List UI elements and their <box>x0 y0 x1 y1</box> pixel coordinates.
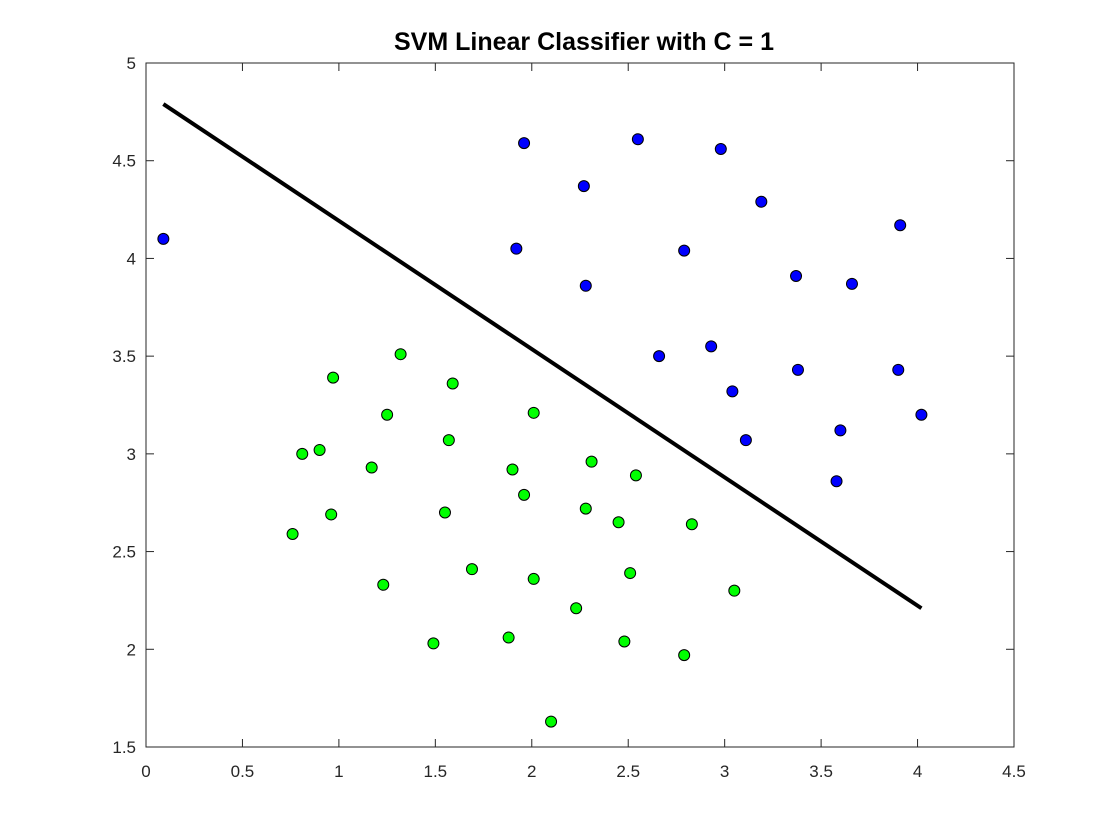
negative-class-point <box>518 488 531 501</box>
positive-class-point <box>845 277 858 290</box>
chart-title: SVM Linear Classifier with C = 1 <box>394 28 774 56</box>
x-tick-label: 0 <box>141 762 150 781</box>
x-tick-label: 4.5 <box>1002 762 1026 781</box>
positive-class-point <box>653 350 666 363</box>
negative-class-point <box>438 506 451 519</box>
negative-class-point <box>579 502 592 515</box>
y-tick-label: 4.5 <box>112 152 136 171</box>
ticks-layer: 0 0.5 1 1.5 2 2.5 3 3.5 4 4.5 1.5 2 2.5 3 3.5 4 4.5 5 <box>112 54 1025 781</box>
positive-class-point <box>157 232 170 245</box>
y-tick-label: 1.5 <box>112 738 136 757</box>
x-tick-label: 2.5 <box>616 762 640 781</box>
negative-class-point <box>506 463 519 476</box>
positive-class-point <box>915 408 928 421</box>
positive-class-point <box>510 242 523 255</box>
negative-class-point <box>446 377 459 390</box>
positive-class-point <box>894 219 907 232</box>
negative-class-point <box>585 455 598 468</box>
negative-class-point <box>394 348 407 361</box>
x-tick-label: 2 <box>527 762 536 781</box>
negative-class-point <box>365 461 378 474</box>
positive-class-point <box>678 244 691 257</box>
negative-class-point <box>618 635 631 648</box>
negative-class-point <box>377 578 390 591</box>
negative-class-point <box>327 371 340 384</box>
x-tick-label: 3.5 <box>809 762 833 781</box>
negative-class-point <box>313 443 326 456</box>
negative-class-point <box>678 649 691 662</box>
y-tick-label: 2 <box>127 640 136 659</box>
x-tick-label: 0.5 <box>231 762 255 781</box>
positive-class-point <box>830 475 843 488</box>
positive-class-point <box>579 279 592 292</box>
x-tick-label: 1.5 <box>424 762 448 781</box>
positive-class-point <box>755 195 768 208</box>
positive-class-point <box>834 424 847 437</box>
y-tick-label: 2.5 <box>112 543 136 562</box>
negative-class-point <box>570 602 583 615</box>
negative-class-point <box>545 715 558 728</box>
negative-class-point <box>612 516 625 529</box>
positive-class-point <box>791 363 804 376</box>
negative-class-point <box>629 469 642 482</box>
positive-class-point <box>631 133 644 146</box>
negative-class-point <box>381 408 394 421</box>
negative-class-point <box>685 518 698 531</box>
positive-class-point <box>726 385 739 398</box>
y-tick-label: 3.5 <box>112 347 136 366</box>
negative-class-point <box>624 567 637 580</box>
negative-class-point <box>527 406 540 419</box>
negative-class-point <box>465 563 478 576</box>
points-layer <box>157 133 928 728</box>
y-tick-label: 4 <box>127 249 136 268</box>
positive-class-point <box>577 180 590 193</box>
x-tick-label: 3 <box>720 762 729 781</box>
positive-class-point <box>714 142 727 155</box>
negative-class-point <box>527 572 540 585</box>
negative-class-point <box>296 447 309 460</box>
boundary-layer <box>162 102 923 610</box>
y-tick-label: 5 <box>127 54 136 73</box>
negative-class-point <box>325 508 338 521</box>
positive-class-point <box>739 434 752 447</box>
negative-class-point <box>442 434 455 447</box>
axes-box <box>145 62 1015 748</box>
negative-class-point <box>728 584 741 597</box>
negative-class-point <box>286 527 299 540</box>
positive-class-point <box>892 363 905 376</box>
negative-class-point <box>427 637 440 650</box>
negative-class-point <box>502 631 515 644</box>
positive-class-point <box>518 137 531 150</box>
positive-class-point <box>705 340 718 353</box>
y-tick-label: 3 <box>127 445 136 464</box>
x-tick-label: 1 <box>334 762 343 781</box>
positive-class-point <box>790 270 803 283</box>
decision-boundary-line <box>162 102 923 610</box>
x-tick-label: 4 <box>913 762 922 781</box>
